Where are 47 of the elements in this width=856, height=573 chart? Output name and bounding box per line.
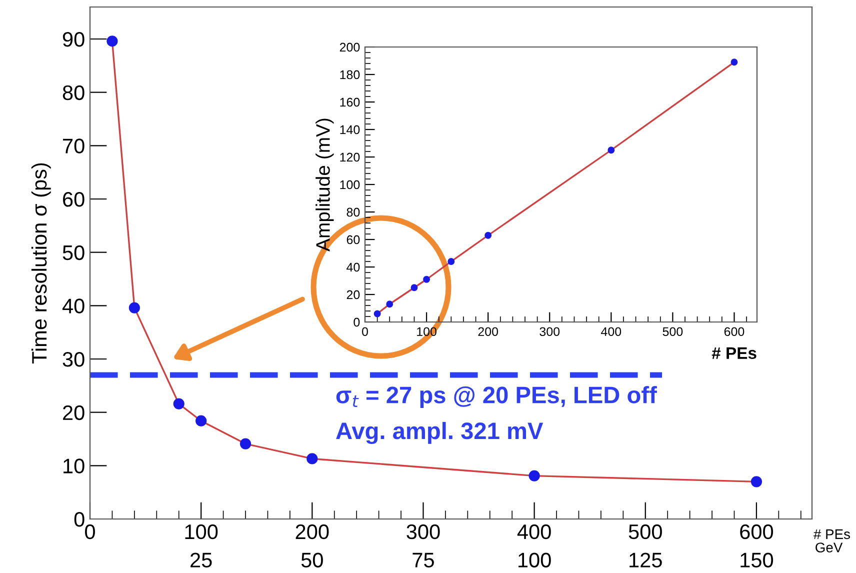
- y-tick-label: 90: [62, 32, 84, 47]
- x2-tick-label: 50: [301, 552, 323, 568]
- x-tick-label: 300: [540, 327, 560, 336]
- x-tick-label: 600: [740, 524, 774, 540]
- y-tick-label: 180: [340, 70, 360, 80]
- y-tick-label: 0: [74, 512, 84, 527]
- x-tick-label: 200: [296, 524, 329, 540]
- x-tick-label: 500: [662, 327, 683, 336]
- y-tick-label: 20: [63, 405, 84, 420]
- x2-axis-title: GeV: [816, 542, 843, 552]
- y-tick-label: 100: [340, 180, 360, 190]
- y-tick-label: 30: [62, 352, 84, 367]
- x-tick-label: 500: [628, 524, 662, 540]
- annotation: Avg. ampl. 321 mV: [336, 422, 544, 444]
- x-tick-label: 200: [478, 327, 498, 336]
- y-tick-label: 80: [346, 208, 360, 217]
- y-tick-label: 60: [63, 192, 84, 207]
- x-tick-label: 100: [185, 524, 218, 540]
- y-tick-label: 10: [64, 458, 84, 474]
- y-tick-label: 0: [354, 318, 360, 327]
- y-tick-label: 20: [346, 290, 360, 300]
- x2-tick-label: 75: [412, 552, 434, 568]
- x2-tick-label: 100: [518, 552, 551, 568]
- y-axis-title: Amplitude (mV): [316, 118, 334, 252]
- x-tick-label: 0: [362, 327, 368, 336]
- y-tick-label: 140: [340, 125, 360, 134]
- y-tick-label: 160: [340, 98, 360, 107]
- x2-tick-label: 150: [740, 552, 774, 568]
- y-tick-label: 40: [346, 262, 360, 272]
- y-tick-label: 50: [62, 245, 84, 260]
- y-tick-label: 70: [63, 138, 84, 154]
- x-axis-title: # PEs: [712, 347, 756, 359]
- y-tick-label: 200: [340, 42, 360, 52]
- x2-tick-label: 125: [630, 552, 662, 568]
- x-tick-label: 600: [724, 327, 744, 336]
- y-tick-label: 80: [62, 85, 84, 100]
- y-tick-label: 60: [346, 235, 360, 244]
- y-axis-title: Time resolution σ (ps): [31, 163, 51, 364]
- y-tick-label: 120: [340, 152, 360, 162]
- x-axis-title: # PEs: [814, 529, 850, 540]
- x-tick-label: 400: [601, 327, 622, 336]
- x-tick-label: 0: [85, 524, 95, 540]
- x-tick-label: 300: [406, 524, 440, 540]
- x2-tick-label: 25: [190, 552, 212, 568]
- annotation: σ$_{t}$ = 27 ps @ 20 PEs, LED off: [336, 386, 657, 408]
- x-tick-label: 400: [517, 524, 551, 540]
- y-tick-label: 40: [62, 298, 84, 314]
